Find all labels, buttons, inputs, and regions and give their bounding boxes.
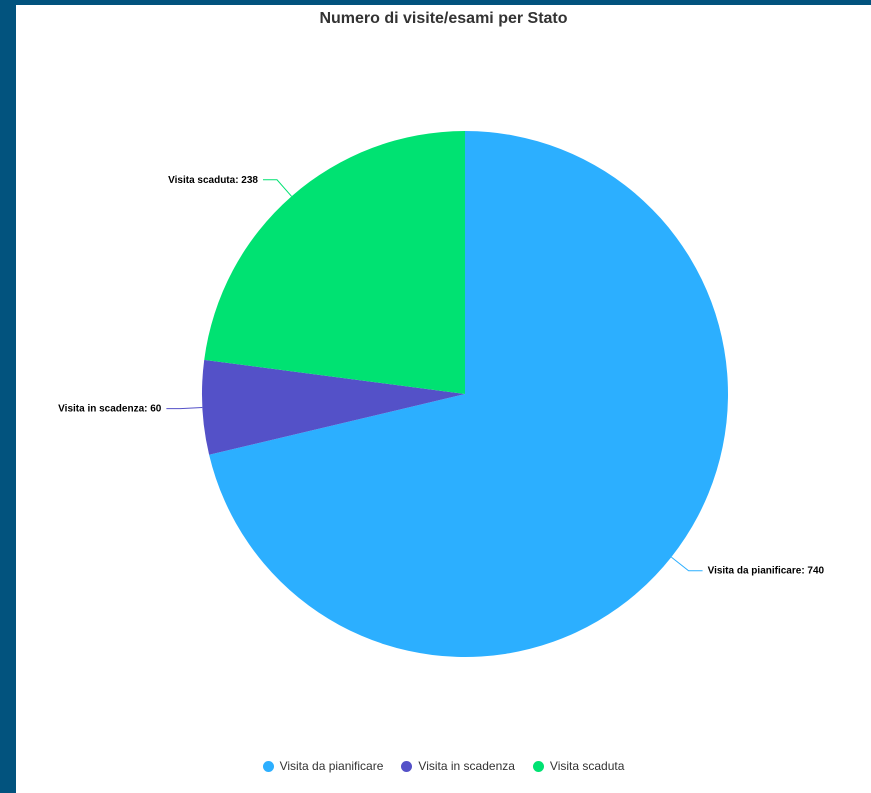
chart-title: Numero di visite/esami per Stato xyxy=(319,10,568,27)
legend-item-visita-da-pianificare[interactable]: Visita da pianificare xyxy=(262,759,384,773)
legend-label: Visita in scadenza xyxy=(418,759,515,773)
data-label-visita-scaduta: Visita scaduta: 238 xyxy=(168,175,258,186)
legend-label: Visita scaduta xyxy=(549,759,625,773)
legend-item-visita-scaduta[interactable]: Visita scaduta xyxy=(532,759,625,773)
chart-panel: Numero di visite/esami per Stato Visita … xyxy=(16,5,871,793)
chart-legend: Visita da pianificare Visita in scadenza… xyxy=(16,759,871,773)
legend-swatch xyxy=(262,760,274,772)
pie-slice-visita-scaduta[interactable] xyxy=(204,131,465,394)
legend-swatch xyxy=(532,760,544,772)
legend-swatch xyxy=(401,760,413,772)
data-label-visita-da-pianificare: Visita da pianificare: 740 xyxy=(708,566,825,577)
legend-item-visita-in-scadenza[interactable]: Visita in scadenza xyxy=(401,759,515,773)
label-connector-visita-scaduta xyxy=(263,179,292,197)
legend-label: Visita da pianificare xyxy=(279,759,384,773)
label-connector-visita-in-scadenza xyxy=(166,407,203,410)
label-connector-visita-da-pianificare xyxy=(671,556,703,572)
pie-chart: Visita da pianificare: 740 Visita in scad… xyxy=(58,131,825,657)
data-label-visita-in-scadenza: Visita in scadenza: 60 xyxy=(58,404,162,415)
pie-slice-visita-in-scadenza[interactable] xyxy=(202,359,465,455)
pie-slice-visita-da-pianificare[interactable] xyxy=(209,131,728,657)
